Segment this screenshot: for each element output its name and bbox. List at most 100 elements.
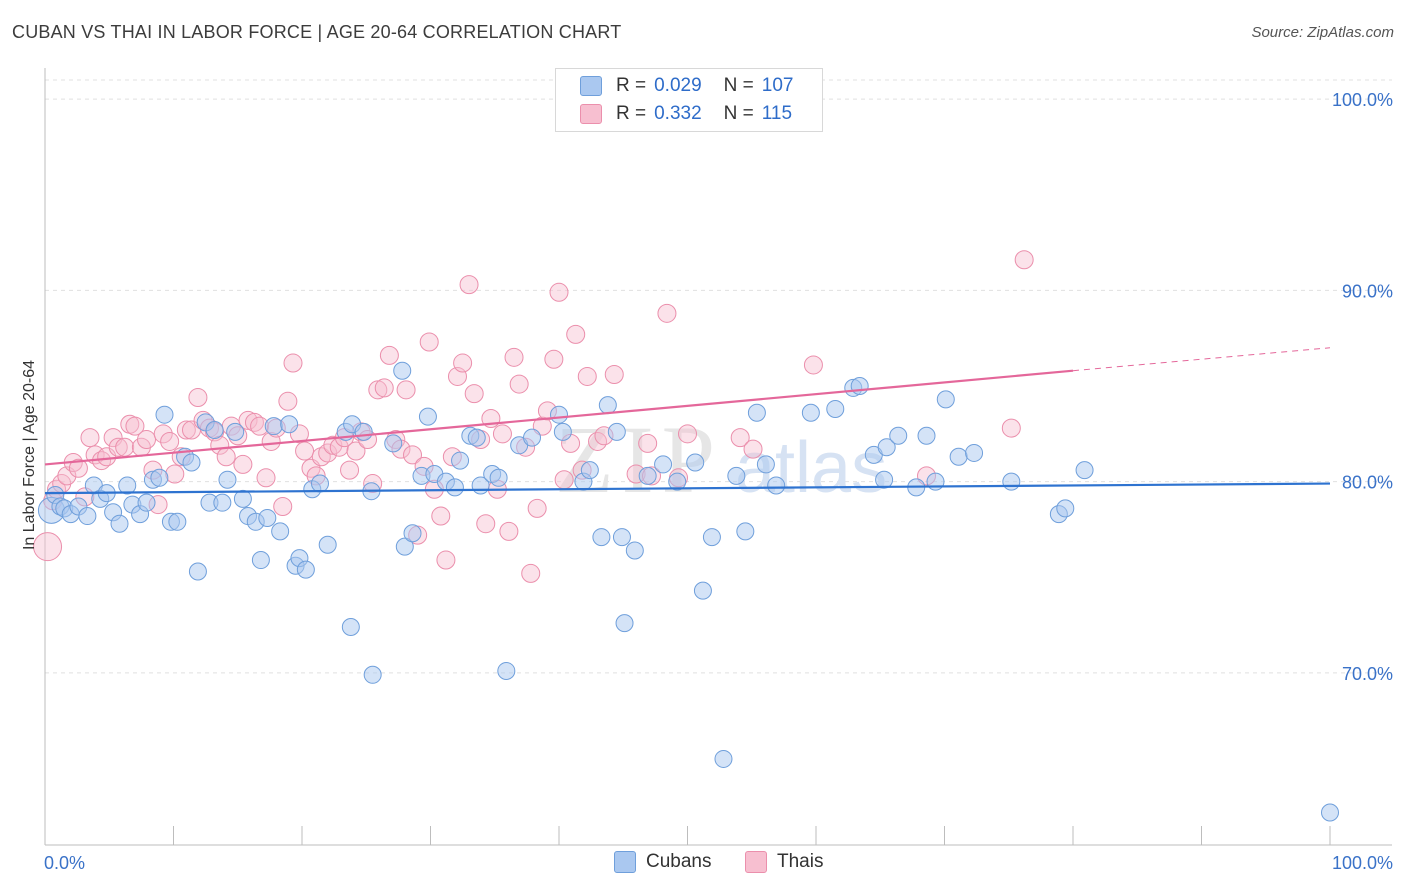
- thais-point: [730, 428, 750, 448]
- cubans-point: [354, 422, 373, 441]
- n-label: N =: [723, 103, 754, 124]
- thais-point: [403, 445, 423, 465]
- thais-point: [396, 380, 416, 400]
- cubans-point: [233, 489, 252, 508]
- thais-point: [283, 353, 303, 373]
- thais-point: [115, 437, 135, 457]
- cubans-point: [118, 476, 137, 495]
- cubans-point: [264, 417, 283, 436]
- cubans-swatch: [580, 76, 602, 96]
- x-tick-label: 100.0%: [1332, 853, 1393, 873]
- thais-point: [577, 366, 597, 386]
- cubans-point: [363, 665, 382, 684]
- cubans-point: [296, 560, 315, 579]
- legend-label-cubans: Cubans: [646, 851, 712, 872]
- legend-item-thais[interactable]: Thais: [745, 851, 823, 873]
- cubans-point: [801, 403, 820, 422]
- thais-point: [160, 431, 180, 451]
- gridlines: [45, 79, 1392, 674]
- cubans-point: [615, 614, 634, 633]
- thais-point: [68, 458, 88, 478]
- cubans-point: [747, 403, 766, 422]
- cubans-point: [155, 405, 174, 424]
- cubans-point: [1002, 472, 1021, 491]
- cubans-point: [213, 493, 232, 512]
- x-tick-label: 0.0%: [44, 853, 85, 873]
- y-tick-label: 90.0%: [1342, 281, 1393, 301]
- cubans-point: [318, 535, 337, 554]
- cubans-point: [403, 524, 422, 543]
- cubans-point: [218, 470, 237, 489]
- thais-point: [238, 410, 258, 430]
- cubans-point: [205, 420, 224, 439]
- cubans-point: [550, 405, 568, 424]
- thais-point: [256, 468, 276, 488]
- cubans-point: [1075, 461, 1094, 480]
- thais-point: [544, 349, 564, 369]
- thais-point: [1014, 250, 1034, 270]
- tick-labels: 70.0% 80.0% 90.0% 100.0% 0.0% 100.0%: [44, 90, 1393, 873]
- thais-point: [453, 353, 473, 373]
- thais-point: [464, 384, 484, 404]
- n-label: N =: [723, 75, 754, 96]
- thais-point: [504, 347, 524, 367]
- cubans-point: [638, 466, 657, 485]
- thais-point: [549, 282, 569, 302]
- cubans-point: [310, 474, 329, 493]
- n-value: 115: [761, 103, 793, 124]
- thais-point: [566, 324, 586, 344]
- cubans-point: [393, 361, 412, 380]
- cubans-point: [280, 415, 299, 434]
- cubans-point: [1056, 499, 1075, 518]
- cubans-point: [767, 476, 786, 495]
- r-label: R =: [616, 103, 647, 124]
- thais-legend-swatch: [745, 851, 767, 873]
- thais-point: [33, 532, 63, 562]
- thais-point: [527, 498, 547, 518]
- cubans-point: [168, 512, 187, 531]
- thais-point: [554, 470, 574, 490]
- cubans-trend-line: [44, 482, 1331, 495]
- legend-item-cubans[interactable]: Cubans: [614, 851, 712, 873]
- cubans-point: [341, 617, 360, 636]
- cubans-point: [110, 514, 129, 533]
- cubans-point: [693, 581, 712, 600]
- legend-row-thais: R = 0.332 N = 115: [580, 101, 792, 127]
- chart-title: CUBAN VS THAI IN LABOR FORCE | AGE 20-64…: [12, 22, 622, 42]
- thais-point: [273, 496, 293, 516]
- cubans-point: [467, 428, 486, 447]
- cubans-point: [1321, 803, 1339, 822]
- thais-point: [743, 439, 763, 459]
- thais-trend-extension: [1072, 347, 1331, 372]
- y-tick-label: 100.0%: [1332, 90, 1393, 110]
- thais-point: [340, 460, 360, 480]
- zipatlas-watermark: ZIP atlas: [555, 406, 887, 513]
- trend-lines: [44, 347, 1331, 495]
- thais-point: [108, 437, 128, 457]
- cubans-point: [553, 422, 572, 441]
- cubans-point: [607, 422, 626, 441]
- thais-point: [295, 441, 315, 461]
- thais-point: [188, 387, 208, 407]
- cubans-point: [850, 377, 869, 395]
- thais-point: [492, 424, 512, 444]
- thais-point: [459, 275, 479, 295]
- cubans-point: [418, 407, 437, 426]
- cubans-point: [736, 522, 755, 541]
- cubans-legend-swatch: [614, 851, 636, 873]
- cubans-point: [445, 478, 464, 497]
- thais-point: [436, 550, 456, 570]
- r-value: 0.332: [654, 103, 702, 124]
- r-value: 0.029: [654, 75, 702, 96]
- cubans-point: [384, 434, 403, 453]
- cubans-point: [625, 541, 644, 560]
- y-axis-title: In Labor Force | Age 20-64: [21, 359, 38, 551]
- thais-swatch: [580, 104, 602, 124]
- cubans-point: [877, 438, 896, 457]
- stats-legend: R = 0.029 N = 107 R = 0.332 N = 115: [555, 68, 823, 132]
- legend-row-cubans: R = 0.029 N = 107: [580, 73, 793, 99]
- thais-point: [153, 424, 173, 444]
- thais-point: [604, 365, 624, 385]
- series-legend: Cubans Thais: [0, 851, 1406, 877]
